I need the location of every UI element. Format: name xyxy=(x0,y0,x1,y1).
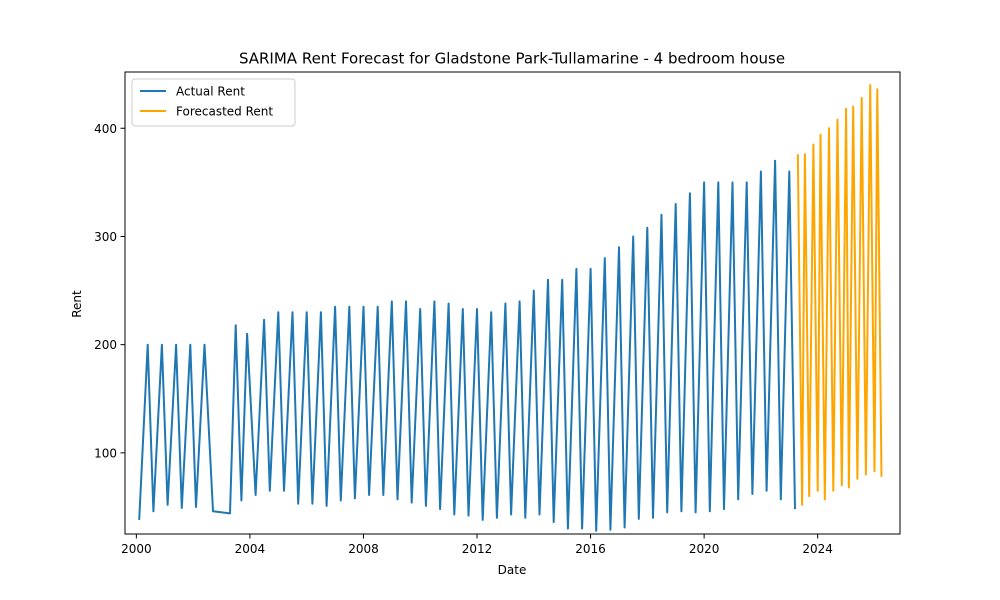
y-tick-label: 400 xyxy=(94,122,117,136)
legend-label-forecast: Forecasted Rent xyxy=(176,105,273,119)
x-tick-label: 2016 xyxy=(575,542,606,556)
x-axis-label: Date xyxy=(498,563,527,577)
y-axis: 100 200 300 400 xyxy=(94,122,125,460)
series-line-forecast xyxy=(796,84,883,506)
y-tick-label: 300 xyxy=(94,230,117,244)
x-tick-label: 2000 xyxy=(121,542,152,556)
legend-label-actual: Actual Rent xyxy=(176,85,245,99)
x-tick-label: 2024 xyxy=(802,542,833,556)
x-axis: 2000 2004 2008 2012 2016 2020 2024 xyxy=(121,534,833,556)
x-tick-label: 2008 xyxy=(348,542,379,556)
y-tick-label: 200 xyxy=(94,338,117,352)
legend-box xyxy=(131,78,296,127)
chart-title: SARIMA Rent Forecast for Gladstone Park-… xyxy=(239,50,785,68)
series-line-actual xyxy=(138,159,796,532)
x-tick-label: 2020 xyxy=(689,542,720,556)
legend: Actual Rent Forecasted Rent xyxy=(131,78,296,127)
x-tick-label: 2012 xyxy=(462,542,493,556)
plot-area xyxy=(138,84,883,532)
x-tick-label: 2004 xyxy=(235,542,266,556)
y-tick-label: 100 xyxy=(94,446,117,460)
axes-frame xyxy=(124,71,901,535)
y-axis-label: Rent xyxy=(70,290,84,318)
